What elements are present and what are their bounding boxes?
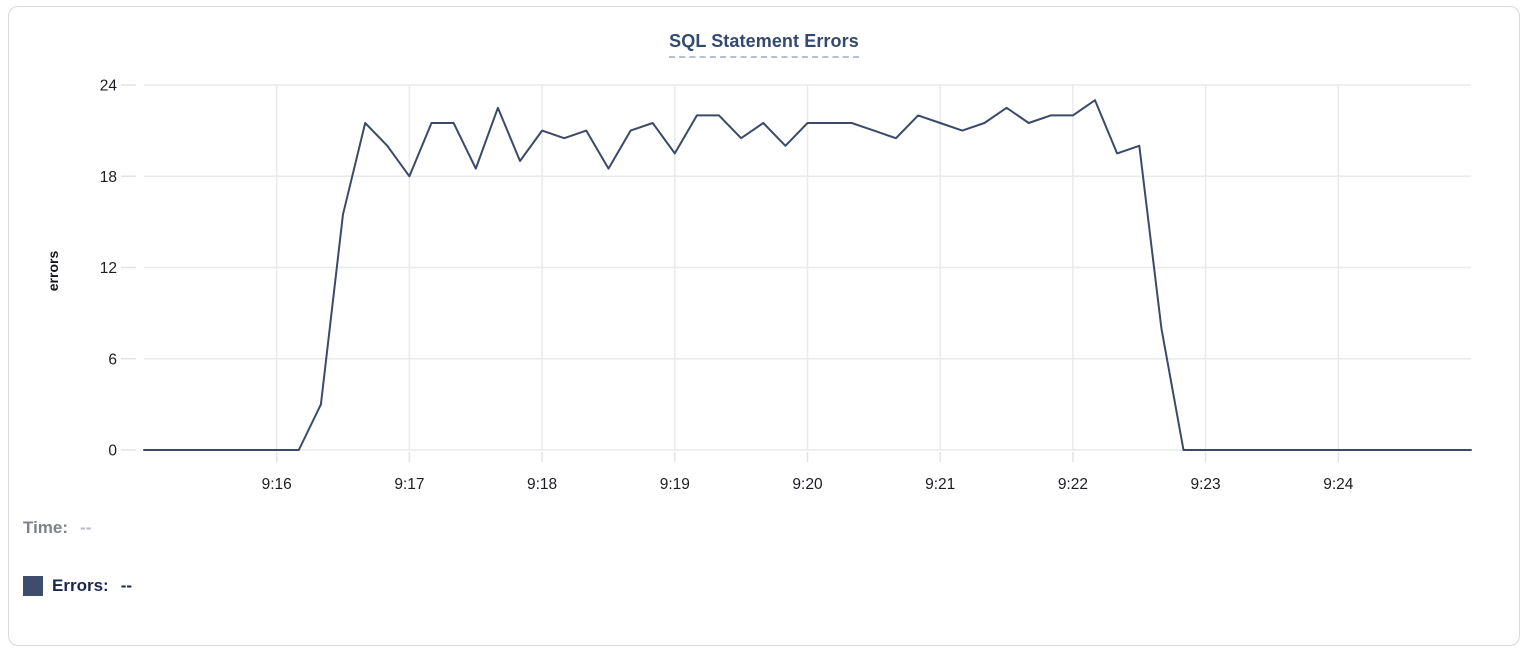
- y-axis-title: errors: [45, 250, 61, 292]
- y-tick-label: 0: [108, 443, 117, 460]
- chart-title[interactable]: SQL Statement Errors: [669, 31, 859, 58]
- legend-errors-label: Errors:: [52, 576, 109, 595]
- x-tick-label: 9:18: [527, 476, 557, 493]
- chart-canvas[interactable]: 0 6 12 18 24 9:16 9:17 9:18 9:19 9:20 9:21 9:22 9:23…: [9, 7, 1521, 647]
- y-tick-label: 24: [100, 78, 118, 95]
- y-tick-label: 18: [100, 169, 117, 186]
- x-tick-label: 9:19: [660, 476, 690, 493]
- legend-time-value: --: [80, 518, 92, 537]
- x-tick-label: 9:20: [792, 476, 823, 493]
- y-tick-label: 6: [108, 351, 117, 368]
- legend-errors-swatch-icon: [23, 576, 43, 596]
- legend-errors-item[interactable]: Errors: --: [23, 575, 132, 597]
- x-tick-label: 9:23: [1191, 476, 1221, 493]
- chart-legend: Time: -- Errors: --: [23, 517, 132, 597]
- y-tick-label: 12: [100, 260, 117, 277]
- errors-line-series: [143, 99, 1472, 451]
- x-tick-label: 9:21: [925, 476, 955, 493]
- legend-errors-value: --: [120, 576, 133, 595]
- x-tick-label: 9:22: [1058, 476, 1088, 493]
- x-tick-label: 9:17: [394, 476, 424, 493]
- x-tick-label: 9:24: [1323, 476, 1354, 493]
- legend-time-row: Time: --: [23, 517, 132, 539]
- chart-header: SQL Statement Errors: [9, 31, 1519, 58]
- x-tick-label: 9:16: [262, 476, 292, 493]
- legend-time-label: Time:: [23, 518, 69, 537]
- chart-card: SQL Statement Errors 0 6 12 18 24 9:16 9:17 9:1…: [8, 6, 1520, 646]
